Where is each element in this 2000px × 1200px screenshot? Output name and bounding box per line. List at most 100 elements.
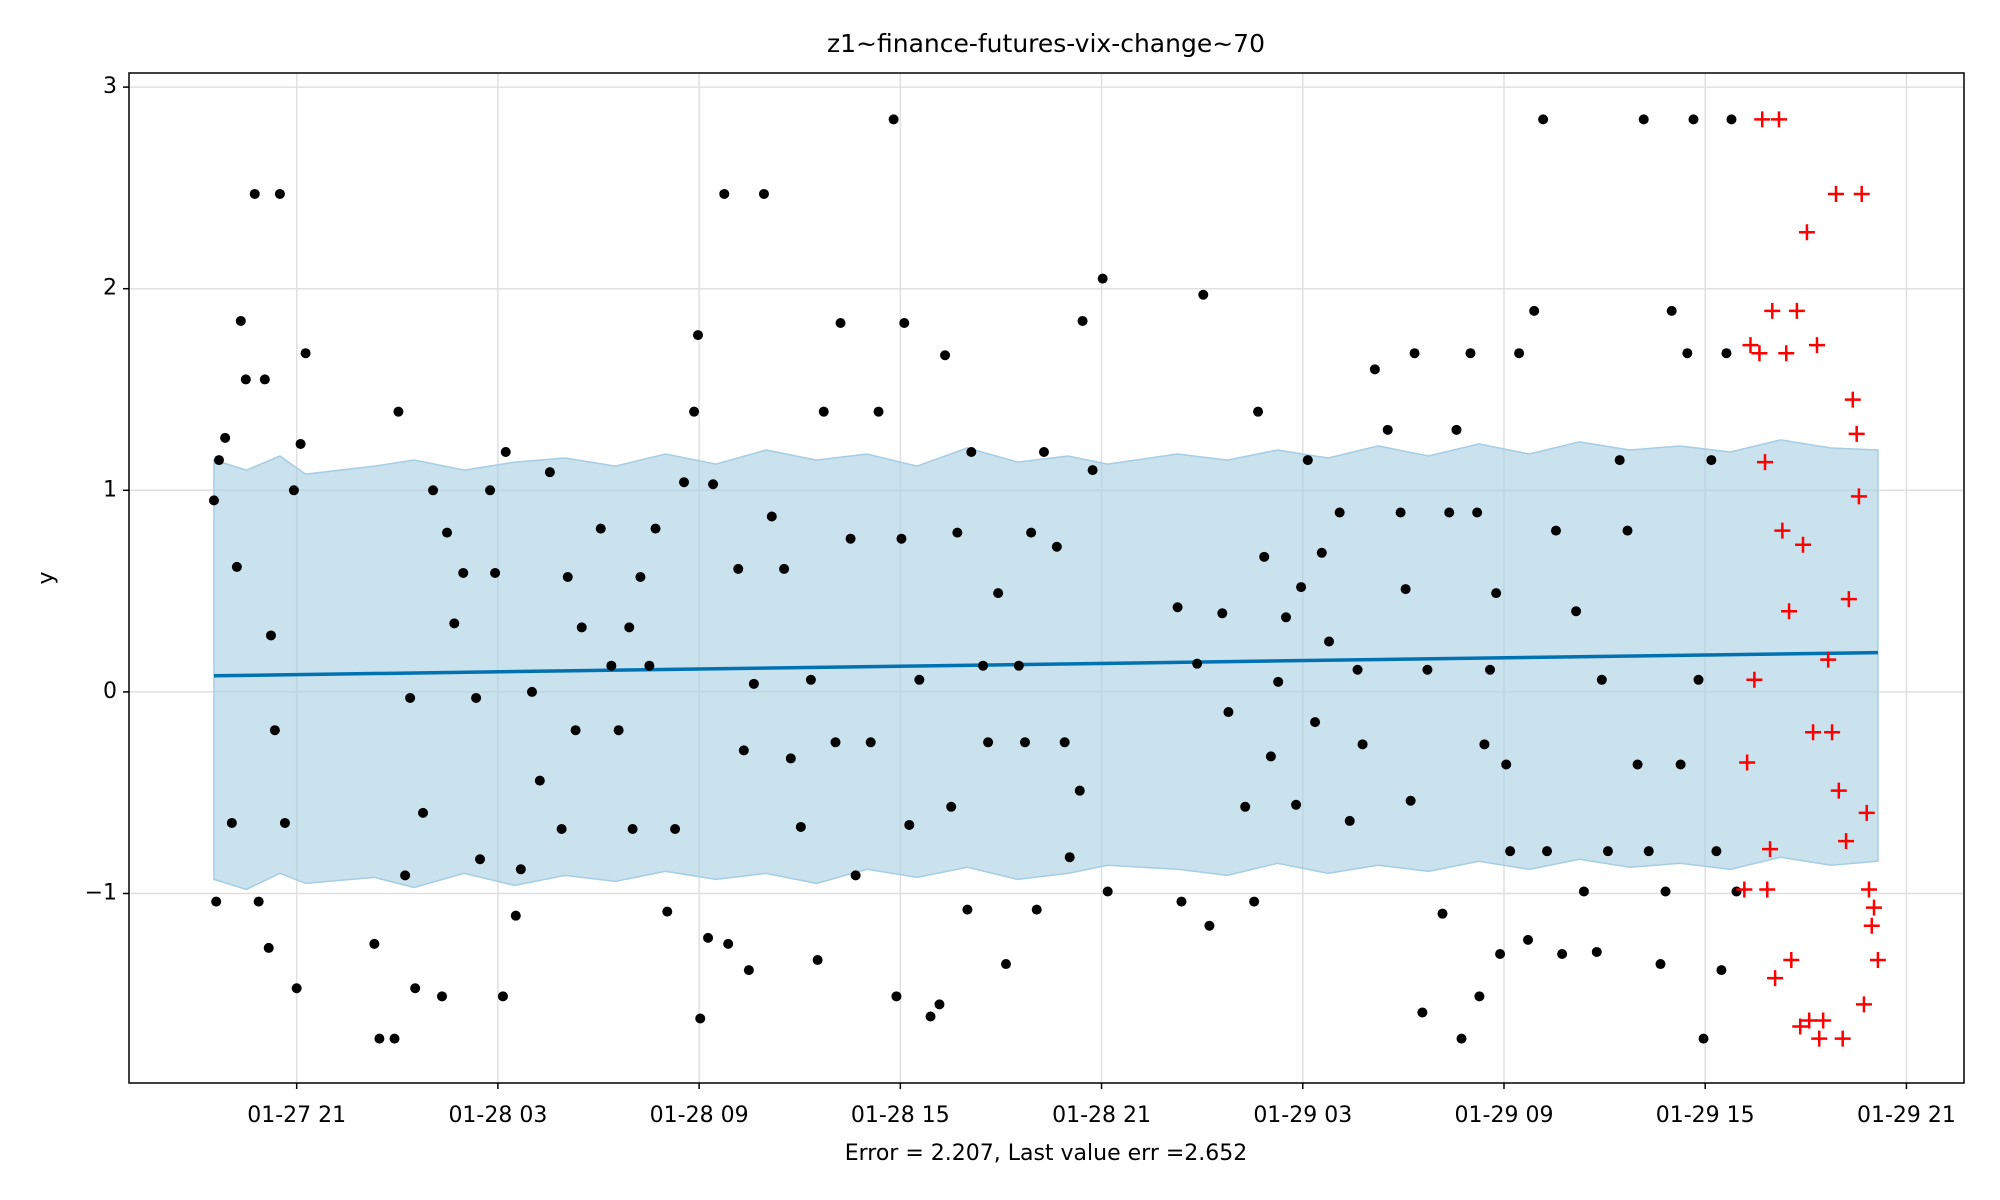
- data-point: [1529, 305, 1540, 316]
- y-tick-label: −1: [85, 880, 117, 905]
- data-point: [544, 467, 555, 478]
- data-point: [812, 955, 823, 966]
- data-point: [940, 350, 951, 361]
- data-point: [400, 870, 411, 881]
- data-point: [891, 991, 902, 1002]
- test-point: [1850, 488, 1867, 505]
- data-point: [1693, 674, 1704, 685]
- data-point: [1675, 759, 1686, 770]
- data-point: [1176, 896, 1187, 907]
- data-point: [1259, 551, 1270, 562]
- data-point: [703, 932, 714, 943]
- data-point: [595, 523, 606, 534]
- data-point: [274, 188, 285, 199]
- data-point: [405, 692, 416, 703]
- data-point: [1485, 664, 1496, 675]
- data-point: [259, 374, 270, 385]
- test-point: [1869, 952, 1886, 969]
- test-point: [1792, 1018, 1809, 1035]
- test-point: [1840, 591, 1857, 608]
- data-point: [1591, 946, 1602, 957]
- data-point: [1038, 447, 1049, 458]
- test-point: [1746, 671, 1763, 688]
- data-point: [606, 660, 617, 671]
- data-point: [818, 406, 829, 417]
- data-point: [1501, 759, 1512, 770]
- plot-area: [129, 73, 1964, 1083]
- data-point: [1273, 676, 1284, 687]
- data-point: [1369, 364, 1380, 375]
- data-point: [458, 567, 469, 578]
- data-point: [1198, 289, 1209, 300]
- test-point: [1853, 185, 1870, 202]
- data-point: [1097, 273, 1108, 284]
- x-tick-label: 01-28 15: [851, 1103, 950, 1128]
- data-point: [1465, 348, 1476, 359]
- data-point: [1706, 455, 1717, 466]
- data-point: [1051, 541, 1062, 552]
- test-point: [1770, 111, 1787, 128]
- data-point: [490, 567, 501, 578]
- data-point: [733, 563, 744, 574]
- data-point: [738, 745, 749, 756]
- data-point: [1077, 315, 1088, 326]
- data-point: [1578, 886, 1589, 897]
- test-point: [1762, 841, 1779, 858]
- data-point: [693, 330, 704, 341]
- data-point: [428, 485, 439, 496]
- test-point: [1788, 302, 1805, 319]
- data-point: [978, 660, 989, 671]
- test-point: [1754, 111, 1771, 128]
- data-point: [873, 406, 884, 417]
- data-point: [1514, 348, 1525, 359]
- data-point: [1253, 406, 1264, 417]
- data-point: [211, 896, 222, 907]
- data-point: [1352, 664, 1363, 675]
- data-point: [1643, 846, 1654, 857]
- data-point: [418, 807, 429, 818]
- test-point: [1767, 970, 1784, 987]
- data-point: [1632, 759, 1643, 770]
- data-point: [896, 533, 907, 544]
- data-point: [1542, 846, 1553, 857]
- data-point: [805, 674, 816, 685]
- data-point: [449, 618, 460, 629]
- test-point: [1844, 391, 1861, 408]
- data-point: [1074, 785, 1085, 796]
- forecast-line: [213, 650, 1878, 678]
- data-point: [497, 991, 508, 1002]
- data-point: [369, 938, 380, 949]
- data-point: [719, 188, 730, 199]
- data-point: [249, 188, 260, 199]
- test-point: [1757, 454, 1774, 471]
- data-point: [1019, 737, 1030, 748]
- data-point: [562, 571, 573, 582]
- x-tick-label: 01-29 15: [1656, 1103, 1755, 1128]
- data-point: [1638, 114, 1649, 125]
- x-tick-label: 01-28 21: [1052, 1103, 1151, 1128]
- data-point: [662, 906, 673, 917]
- test-point: [1739, 754, 1756, 771]
- data-point: [1666, 305, 1677, 316]
- data-point: [993, 588, 1004, 599]
- x-tick-label: 01-27 21: [247, 1103, 346, 1128]
- data-point: [570, 725, 581, 736]
- data-point: [442, 527, 453, 538]
- data-point: [240, 374, 251, 385]
- data-point: [1655, 959, 1666, 970]
- test-point: [1815, 1012, 1832, 1029]
- x-tick-label: 01-29 09: [1455, 1103, 1554, 1128]
- data-point: [850, 870, 861, 881]
- data-point: [689, 406, 700, 417]
- test-point: [1855, 996, 1872, 1013]
- data-point: [983, 737, 994, 748]
- test-point: [1824, 724, 1841, 741]
- data-point: [748, 678, 759, 689]
- data-point: [1395, 507, 1406, 518]
- data-point: [1281, 612, 1292, 623]
- data-point: [650, 523, 661, 534]
- data-point: [695, 1013, 706, 1024]
- test-point: [1805, 724, 1822, 741]
- data-point: [265, 630, 276, 641]
- data-point: [1472, 507, 1483, 518]
